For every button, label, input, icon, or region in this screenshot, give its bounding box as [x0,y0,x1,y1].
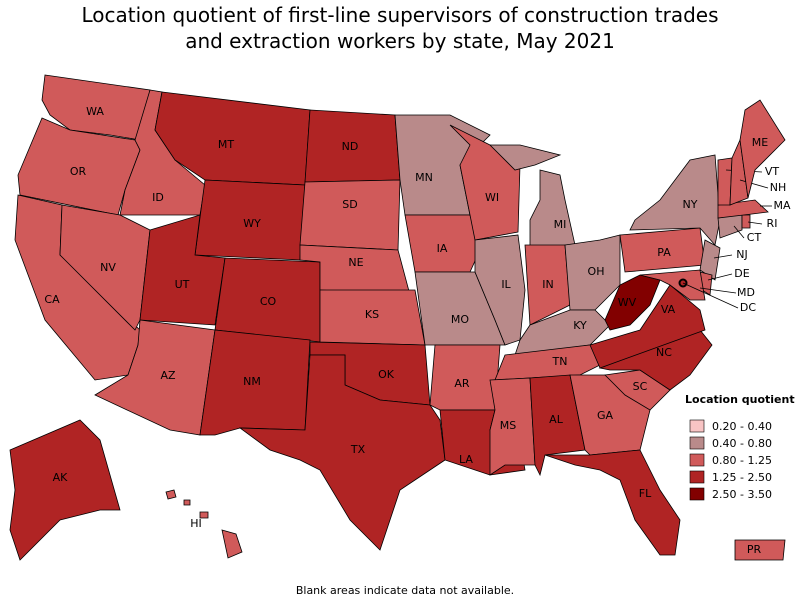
legend-title: Location quotient [685,393,795,406]
state-label: MN [415,171,433,184]
state-label: NV [100,261,116,274]
state-label: MA [773,199,790,212]
state-shape [299,179,401,251]
map-title: Location quotient of first-line supervis… [82,3,719,53]
state-label: NC [656,346,672,359]
legend-label: 0.80 - 1.25 [712,454,772,467]
state-label: KS [365,308,379,321]
state-shape [734,539,786,561]
state-shape [199,511,209,519]
state-shape [699,239,721,281]
state-label: NE [348,256,363,269]
state-label: PA [657,246,671,259]
state-shape [9,419,121,561]
state-label: IA [437,242,448,255]
state-label: IN [542,278,553,291]
state-label: ND [342,140,359,153]
state-label: WV [618,296,637,309]
state-label: WI [485,191,499,204]
leader-line [733,225,745,239]
state-label: OK [378,368,395,381]
legend-swatch [689,453,705,467]
state-label: AK [53,471,69,484]
leader-line [713,254,733,259]
legend-swatch [689,436,705,450]
state-shape [639,269,706,301]
leader-line [707,273,733,281]
state-label: FL [639,487,652,500]
state-label: CA [44,293,60,306]
state-shape [741,214,751,229]
state-label: KY [573,319,587,332]
state-shape [544,449,681,556]
state-label: MO [451,313,469,326]
state-label: ID [152,191,164,204]
state-label: SD [342,198,357,211]
state-label: AR [454,377,470,390]
state-label: LA [459,453,473,466]
state-label: UT [175,278,190,291]
leader-line [747,221,763,225]
state-label: PR [747,543,762,556]
state-label: DE [734,267,749,280]
state-label: MT [218,138,234,151]
state-label: NH [770,181,787,194]
leader-line [699,287,737,294]
state-label: MS [500,419,516,432]
state-label: CO [260,295,277,308]
state-shape [598,329,713,391]
state-label: ME [752,136,768,149]
state-label: DC [740,301,756,314]
legend-swatch [689,419,705,433]
state-label: IL [501,278,511,291]
state-label: NM [243,375,261,388]
state-label: GA [597,409,614,422]
state-shape [165,489,177,500]
state-shape [604,274,661,331]
state-label: NJ [736,248,747,261]
state-shape [489,144,562,171]
state-label: TN [552,355,568,368]
legend-swatch [689,470,705,484]
state-label: MI [554,218,567,231]
legend-label: 0.40 - 0.80 [712,437,772,450]
state-shape [739,99,786,199]
legend-swatch [689,487,705,501]
state-shape [238,354,446,551]
state-label: SC [633,380,648,393]
state-label: RI [767,217,778,230]
state-label: AL [549,413,564,426]
legend-label: 1.25 - 2.50 [712,471,772,484]
state-label: HI [190,517,202,530]
state-shape [604,369,671,411]
state-label: MD [737,286,755,299]
state-shape [474,234,526,346]
legend-label: 2.50 - 3.50 [712,488,772,501]
state-label: OH [588,265,605,278]
state-label: VA [661,303,676,316]
state-label: WA [86,105,104,118]
state-shape [589,284,706,369]
state-label: WY [243,217,261,230]
state-shape [221,529,243,559]
state-label: NY [683,198,698,211]
state-label: TX [350,443,366,456]
state-label: AZ [160,369,176,382]
state-label: VT [765,165,780,178]
leader-line [682,282,739,309]
footnote: Blank areas indicate data not available. [296,584,514,597]
state-shape [183,499,191,506]
leader-line [739,179,769,189]
legend-label: 0.20 - 0.40 [712,420,772,433]
state-shape [529,169,576,251]
state-label: OR [70,165,87,178]
state-label: CT [747,231,762,244]
